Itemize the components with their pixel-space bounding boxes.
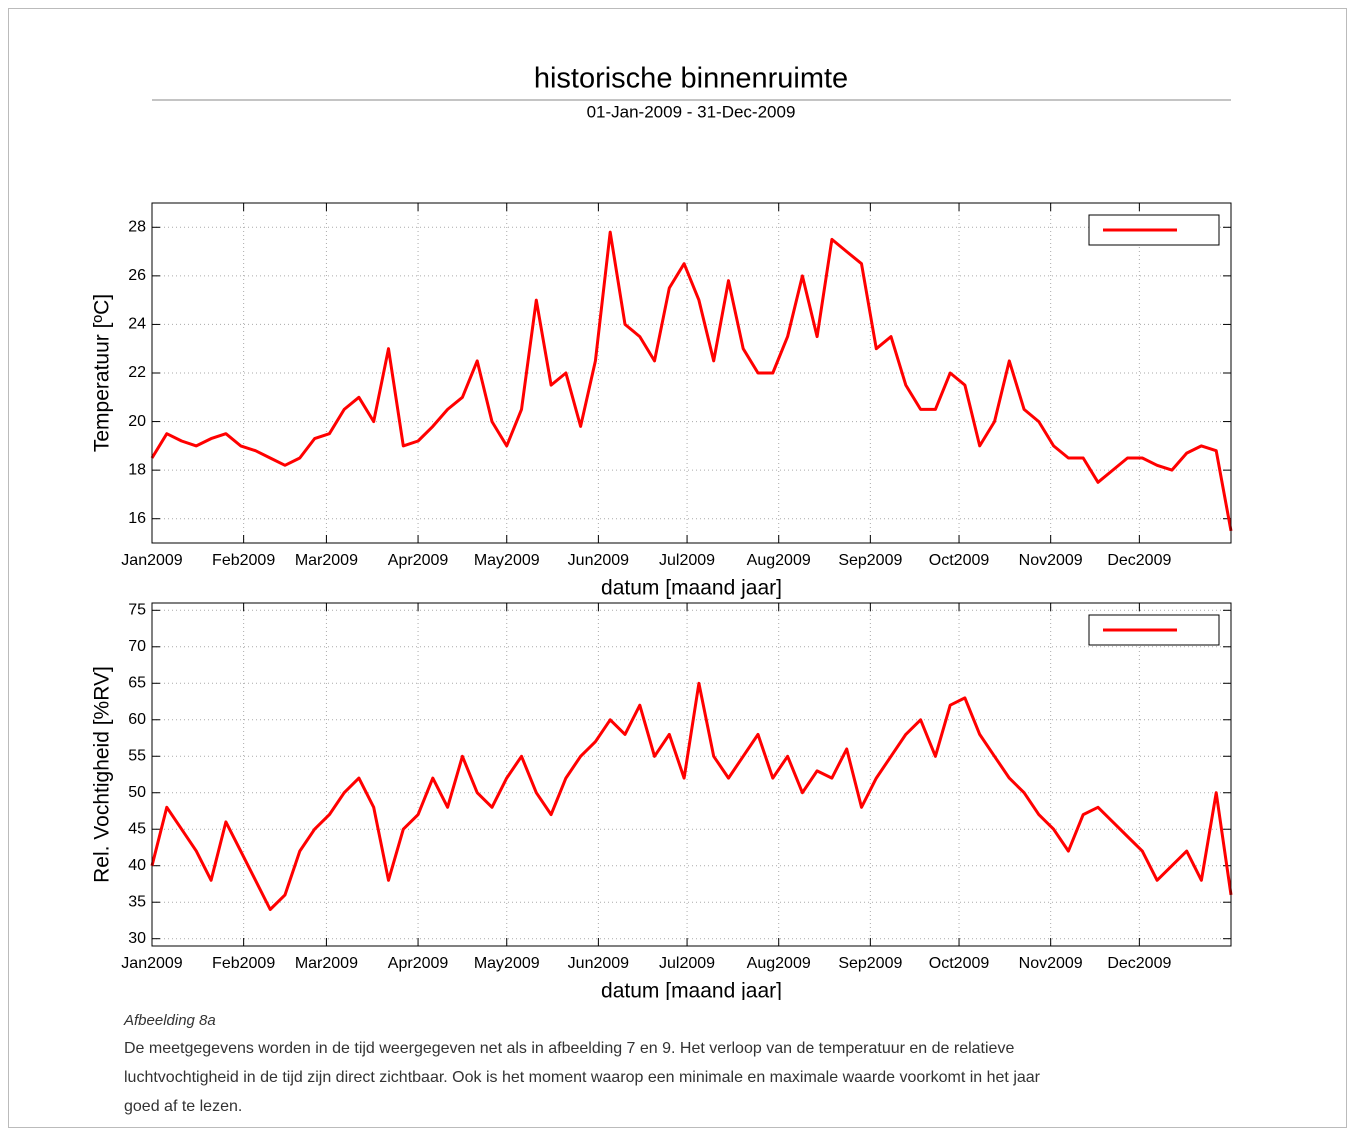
x-tick-label: Jun2009: [568, 552, 629, 569]
y-tick-label: 28: [128, 219, 146, 236]
y-tick-label: 30: [128, 930, 146, 947]
x-tick-label: May2009: [474, 955, 540, 972]
y-tick-label: 75: [128, 602, 146, 619]
x-tick-label: Apr2009: [388, 552, 449, 569]
y-axis-label: Temperatuur [ºC]: [91, 294, 114, 452]
y-tick-label: 20: [128, 413, 146, 430]
y-axis-label: Rel. Vochtigheid [%RV]: [91, 666, 114, 883]
x-tick-label: Aug2009: [747, 955, 811, 972]
y-tick-label: 16: [128, 510, 146, 527]
y-tick-label: 26: [128, 267, 146, 284]
x-tick-label: Aug2009: [747, 552, 811, 569]
x-tick-label: Nov2009: [1019, 552, 1083, 569]
plot-frame: [151, 202, 1232, 544]
x-tick-label: Mar2009: [295, 552, 358, 569]
plot-frame: [151, 602, 1232, 947]
x-tick-label: May2009: [474, 552, 540, 569]
y-tick-label: 65: [128, 674, 146, 691]
caption-line: luchtvochtigheid in de tijd zijn direct …: [124, 1069, 1040, 1086]
x-tick-label: Apr2009: [388, 955, 449, 972]
caption-line: goed af te lezen.: [124, 1098, 243, 1115]
x-tick-label: Mar2009: [295, 955, 358, 972]
x-axis-label: datum [maand jaar]: [601, 980, 782, 1000]
y-tick-label: 18: [128, 461, 146, 478]
x-tick-label: Jul2009: [659, 955, 715, 972]
y-tick-label: 40: [128, 857, 146, 874]
x-tick-label: Feb2009: [212, 552, 275, 569]
x-tick-label: Sep2009: [838, 955, 902, 972]
x-tick-label: Jun2009: [568, 955, 629, 972]
y-tick-label: 70: [128, 638, 146, 655]
caption-line: De meetgegevens worden in de tijd weerge…: [124, 1040, 1015, 1057]
data-line: [150, 230, 1233, 532]
x-tick-label: Sep2009: [838, 552, 902, 569]
x-tick-label: Jan2009: [121, 955, 182, 972]
y-tick-label: 55: [128, 747, 146, 764]
page-frame: [8, 8, 1347, 1128]
x-tick-label: Jan2009: [121, 552, 182, 569]
x-tick-label: Jul2009: [659, 552, 715, 569]
y-tick-label: 45: [128, 820, 146, 837]
figure: historische binnenruimte 01-Jan-2009 - 3…: [91, 63, 1233, 1000]
x-tick-label: Feb2009: [212, 955, 275, 972]
figure-title: historische binnenruimte: [534, 63, 848, 95]
caption-label: Afbeelding 8a: [124, 1012, 216, 1029]
x-tick-label: Dec2009: [1107, 955, 1171, 972]
figure-subtitle: 01-Jan-2009 - 31-Dec-2009: [587, 102, 796, 121]
y-tick-label: 35: [128, 893, 146, 910]
data-line: [150, 681, 1233, 911]
y-tick-label: 60: [128, 711, 146, 728]
x-tick-label: Nov2009: [1019, 955, 1083, 972]
x-tick-label: Dec2009: [1107, 552, 1171, 569]
y-tick-label: 50: [128, 784, 146, 801]
x-tick-label: Oct2009: [929, 552, 990, 569]
x-tick-label: Oct2009: [929, 955, 990, 972]
x-axis-label: datum [maand jaar]: [601, 577, 782, 600]
y-tick-label: 24: [128, 316, 146, 333]
y-tick-label: 22: [128, 364, 146, 381]
